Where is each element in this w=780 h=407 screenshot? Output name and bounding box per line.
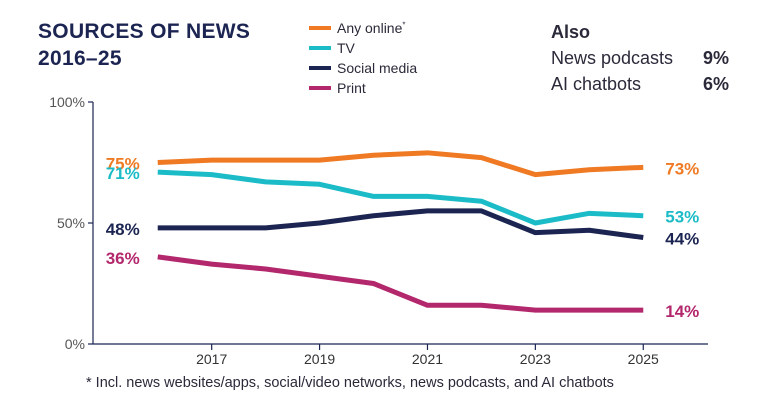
legend-swatch [309, 86, 331, 90]
legend-swatch [309, 66, 331, 70]
x-tick-label: 2025 [628, 351, 659, 367]
legend-label: TV [337, 40, 355, 56]
end-value-label: 44% [665, 230, 699, 249]
legend-label: Social media [337, 60, 418, 76]
start-value-label: 71% [106, 164, 140, 183]
chart-title: SOURCES OF NEWS [38, 20, 251, 43]
chart-subtitle: 2016–25 [38, 47, 122, 70]
start-value-label: 48% [106, 220, 140, 239]
x-tick-label: 2023 [520, 351, 551, 367]
x-tick-label: 2019 [304, 351, 335, 367]
also-value: 9% [702, 48, 729, 68]
legend-swatch [309, 46, 331, 50]
series-line-1 [157, 169, 644, 226]
x-tick-label: 2017 [196, 351, 227, 367]
legend-label: Print [337, 80, 366, 96]
legend-item-print: Print [309, 78, 417, 98]
legend-swatch [309, 26, 331, 30]
y-tick-label: 0% [65, 336, 85, 352]
footnote: * Incl. news websites/apps, social/video… [86, 375, 614, 391]
start-value-label: 36% [106, 249, 140, 268]
also-value: 6% [702, 74, 729, 94]
end-value-label: 14% [665, 302, 699, 321]
legend-item-social-media: Social media [309, 58, 417, 78]
also-heading: Also [551, 22, 591, 42]
series-line-0 [157, 150, 644, 178]
start-value-label: 75% [106, 155, 140, 174]
series-line-2 [157, 208, 644, 240]
also-row-ai-chatbots: AI chatbots 6% [551, 74, 729, 100]
also-row-news-podcasts: News podcasts 9% [551, 48, 729, 74]
end-value-label: 73% [665, 159, 699, 178]
y-tick-label: 50% [57, 215, 85, 231]
x-tick-label: 2021 [412, 351, 443, 367]
also-label: AI chatbots [551, 74, 642, 94]
legend: Any online* TV Social media Print [309, 18, 417, 98]
series-line-3 [157, 254, 644, 313]
end-value-label: 53% [665, 208, 699, 227]
legend-item-any-online: Any online* [309, 18, 417, 38]
legend-label: Any online* [337, 20, 406, 36]
also-panel: Also News podcasts 9% AI chatbots 6% [551, 22, 729, 100]
also-label: News podcasts [551, 48, 674, 68]
legend-item-tv: TV [309, 38, 417, 58]
y-tick-label: 100% [49, 94, 85, 110]
